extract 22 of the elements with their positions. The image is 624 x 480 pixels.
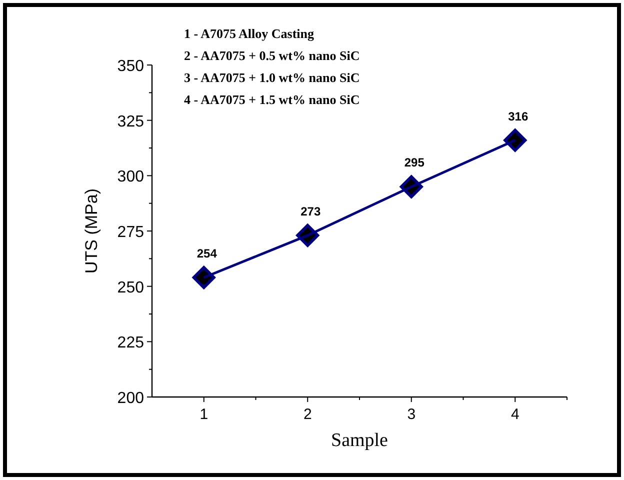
- data-label: 273: [300, 204, 321, 218]
- text: 2 - AA7075 + 0.5 wt% nano SiC: [184, 48, 360, 63]
- y-tick-label: 200: [117, 390, 144, 407]
- annotation: 3 - AA7075 + 1.0 wt% nano SiC: [184, 70, 360, 85]
- y-tick-label: 225: [117, 334, 144, 352]
- text: 1 - A7075 Alloy Casting: [184, 26, 315, 41]
- x-tick-label: 4: [510, 406, 520, 423]
- y-tick-label: 350: [117, 58, 144, 75]
- annotation: 4 - AA7075 + 1.5 wt% nano SiC: [184, 92, 360, 107]
- data-label: 316: [508, 109, 528, 124]
- y-tick-label: 250: [117, 279, 144, 296]
- data-label: 254: [196, 246, 218, 260]
- y-axis-title: UTS (MPa): [82, 188, 101, 274]
- y-tick-label: 325: [117, 113, 144, 130]
- y-tick-label: 300: [117, 168, 144, 186]
- data-label: 295: [404, 156, 425, 170]
- x-tick-label: 2: [303, 406, 312, 423]
- x-axis-title: Sample: [331, 430, 388, 451]
- x-tick-label: 1: [200, 406, 208, 423]
- x-tick-label: 3: [407, 406, 416, 423]
- point: [192, 266, 216, 289]
- y-tick-label: 275: [117, 224, 144, 241]
